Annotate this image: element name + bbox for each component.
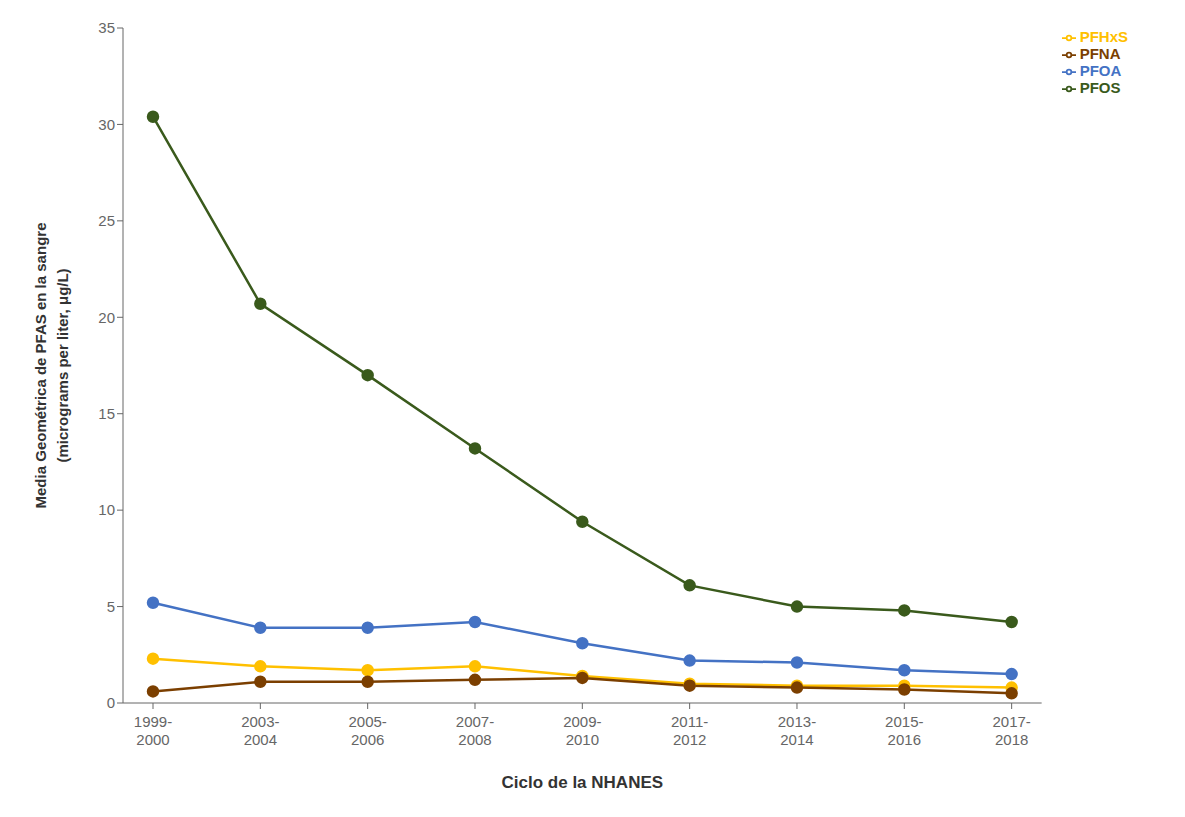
svg-text:Ciclo de la NHANES: Ciclo de la NHANES xyxy=(502,773,664,792)
svg-text:2017-2018: 2017-2018 xyxy=(992,713,1030,748)
svg-text:10: 10 xyxy=(98,501,115,518)
svg-text:2015-2016: 2015-2016 xyxy=(885,713,923,748)
svg-text:2011-2012: 2011-2012 xyxy=(671,713,708,748)
svg-text:2007-2008: 2007-2008 xyxy=(456,713,494,748)
svg-text:2013-2014: 2013-2014 xyxy=(778,713,816,748)
svg-text:2009-2010: 2009-2010 xyxy=(563,713,601,748)
svg-text:2003-2004: 2003-2004 xyxy=(241,713,279,748)
html-text:PFNA: PFNA xyxy=(1079,45,1121,62)
svg-text:20: 20 xyxy=(98,309,115,326)
html-text:PFHxS: PFHxS xyxy=(1079,28,1128,45)
html-text:PFOS: PFOS xyxy=(1079,79,1121,97)
svg-text:15: 15 xyxy=(98,405,115,422)
svg-text:Media Geométrica de PFAS en la: Media Geométrica de PFAS en la sangre xyxy=(32,223,49,509)
svg-text:1999-2000: 1999-2000 xyxy=(134,713,172,748)
svg-text:35: 35 xyxy=(98,19,115,36)
svg-text:25: 25 xyxy=(98,212,115,229)
svg-text:0: 0 xyxy=(107,694,115,711)
svg-text:(micrograms per liter, μg/L): (micrograms per liter, μg/L) xyxy=(54,268,71,462)
svg-text:2005-2006: 2005-2006 xyxy=(348,713,386,748)
html-text:PFOA: PFOA xyxy=(1079,62,1122,80)
svg-text:30: 30 xyxy=(98,116,115,133)
svg-text:5: 5 xyxy=(107,598,115,615)
